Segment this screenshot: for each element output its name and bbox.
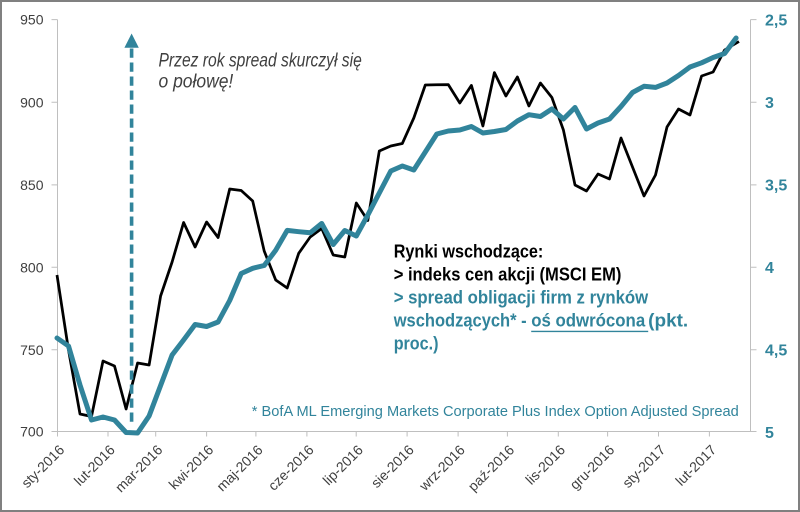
svg-text:Przez rok spread skurczył się: Przez rok spread skurczył się (159, 51, 362, 72)
svg-text:(pkt.: (pkt. (648, 310, 688, 330)
svg-text:lis-2016: lis-2016 (522, 441, 568, 487)
svg-text:5: 5 (765, 425, 774, 442)
svg-text:750: 750 (20, 342, 44, 358)
svg-text:mar-2016: mar-2016 (112, 441, 166, 495)
svg-text:950: 950 (20, 12, 44, 28)
svg-text:lip-2016: lip-2016 (319, 441, 366, 488)
svg-text:lut-2017: lut-2017 (672, 441, 719, 488)
svg-text:Rynki wschodzące:: Rynki wschodzące: (394, 242, 544, 262)
svg-text:proc.): proc.) (394, 333, 439, 353)
svg-text:4: 4 (765, 260, 774, 277)
svg-text:lut-2016: lut-2016 (71, 441, 118, 488)
svg-text:700: 700 (20, 424, 44, 440)
svg-text:> spread obligacji firm z rynk: > spread obligacji firm z rynków (394, 288, 649, 308)
svg-text:800: 800 (20, 259, 44, 275)
svg-text:900: 900 (20, 94, 44, 110)
svg-text:sie-2016: sie-2016 (368, 441, 417, 490)
svg-text:850: 850 (20, 177, 44, 193)
svg-text:wschodzących* -: wschodzących* - (393, 310, 531, 330)
svg-text:sty-2017: sty-2017 (619, 441, 668, 490)
svg-text:o połowę!: o połowę! (159, 71, 234, 92)
svg-text:oś odwrócona: oś odwrócona (531, 310, 646, 330)
svg-text:wrz-2016: wrz-2016 (415, 441, 468, 494)
svg-text:kwi-2016: kwi-2016 (165, 441, 216, 492)
svg-text:3,5: 3,5 (765, 178, 787, 195)
svg-text:2,5: 2,5 (765, 12, 787, 29)
svg-text:paź-2016: paź-2016 (465, 441, 518, 494)
svg-text:sty-2016: sty-2016 (18, 441, 67, 490)
svg-text:* BofA ML Emerging Markets Cor: * BofA ML Emerging Markets Corporate Plu… (252, 404, 739, 420)
svg-text:> indeks cen akcji (MSCI EM): > indeks cen akcji (MSCI EM) (394, 265, 622, 285)
svg-text:3: 3 (765, 95, 774, 112)
svg-text:cze-2016: cze-2016 (265, 441, 317, 493)
svg-text:maj-2016: maj-2016 (213, 441, 266, 494)
svg-text:4,5: 4,5 (765, 343, 787, 360)
svg-text:gru-2016: gru-2016 (566, 441, 617, 492)
